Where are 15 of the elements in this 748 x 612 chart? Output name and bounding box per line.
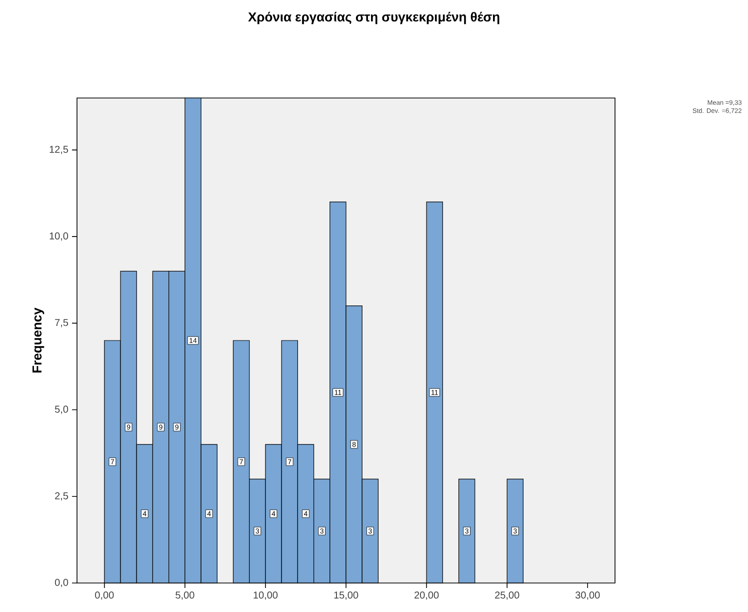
x-tick-label: 20,00 (414, 592, 439, 600)
chart-title: Χρόνια εργασίας στη συγκεκριμένη θέση (248, 12, 500, 24)
x-tick-label: 10,00 (254, 592, 278, 600)
y-axis-title: Frequency (32, 308, 44, 372)
y-tick-label: 10,0 (50, 232, 68, 241)
x-tick-label: 30,00 (575, 592, 600, 600)
y-tick-label: 5,0 (54, 406, 68, 414)
y-tick-label: 0,0 (54, 578, 68, 588)
y-tick-label: 2,5 (55, 492, 68, 501)
x-tick-label: 25,00 (495, 592, 520, 600)
x-tick-label: 5,00 (176, 592, 194, 600)
x-tick-label: 15,00 (334, 592, 358, 600)
y-tick-label: 12,5 (50, 146, 68, 154)
y-tick-label: 7,5 (55, 319, 68, 328)
x-tick-label: 0,00 (95, 592, 114, 600)
